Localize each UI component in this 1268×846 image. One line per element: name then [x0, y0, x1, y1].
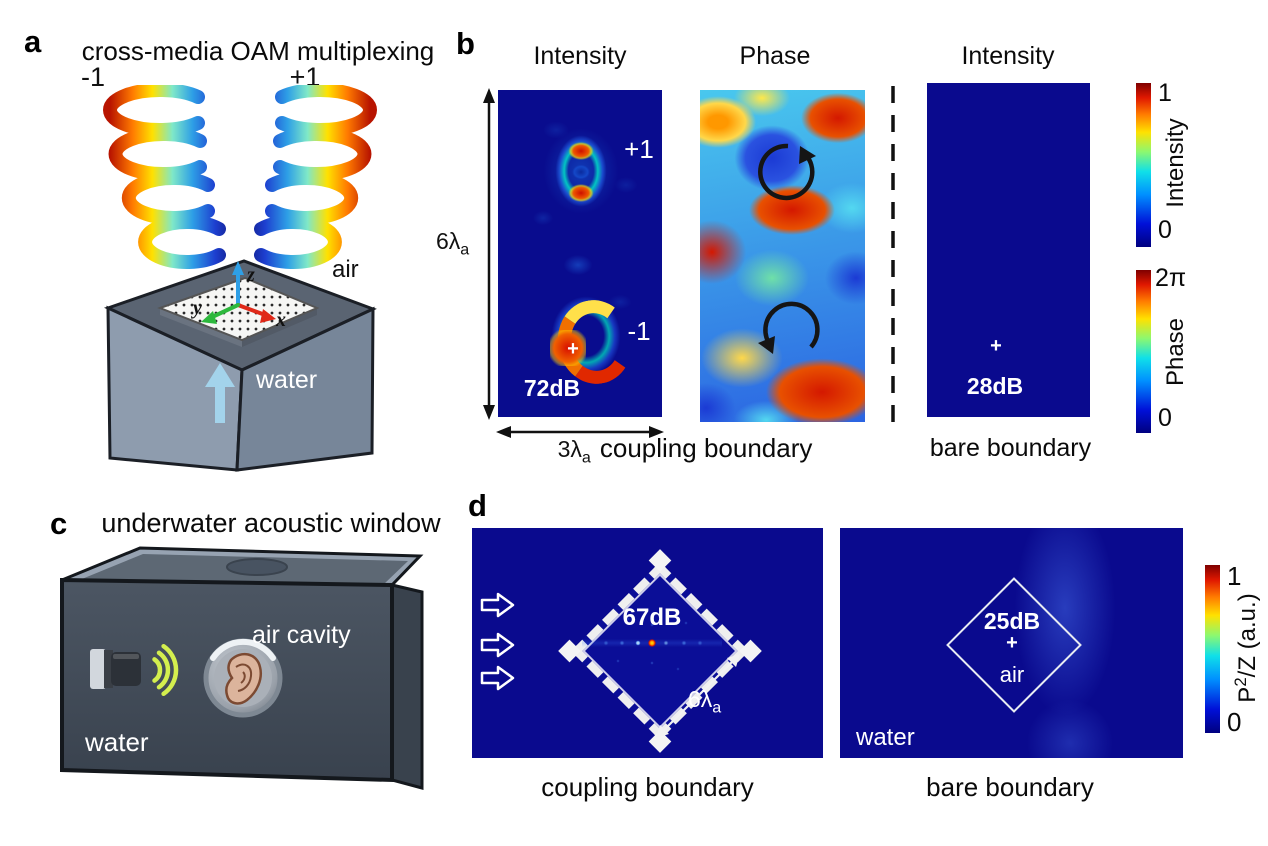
- colorbar-phase: [1136, 270, 1151, 433]
- water-label-d: water: [856, 724, 915, 751]
- caption-bare-boundary-d: bare boundary: [926, 772, 1094, 802]
- ear-window-graphic: [203, 638, 283, 718]
- transmitted-field-speckles: [582, 573, 722, 713]
- axis-y-label: y: [193, 297, 202, 319]
- colorbar-phase-min: 0: [1158, 404, 1172, 432]
- dim-width-sub: a: [581, 448, 591, 467]
- flow-arrow-icon: [480, 592, 515, 618]
- map-mode-plus1-label: +1: [624, 134, 654, 164]
- colorbar-pressure-label: P2/Z (a.u.): [1231, 563, 1261, 733]
- panel-c-label: c: [50, 506, 68, 541]
- colorbar-phase-label: Phase: [1162, 317, 1189, 387]
- cbar-label-sup: 2: [1231, 677, 1250, 687]
- measurement-marker-bare: +: [990, 335, 1002, 357]
- sound-wave-icon: [152, 643, 179, 697]
- metasurface-plate-edge2: [242, 308, 317, 347]
- dim-height-main: 6λ: [436, 228, 461, 254]
- header-intensity-coupling: Intensity: [533, 42, 627, 70]
- vortex-minus1-graphic: [534, 288, 639, 390]
- air-cavity-label: air cavity: [252, 621, 351, 649]
- dim-d-sub: a: [712, 698, 722, 717]
- vortex-plus1-graphic: [531, 115, 631, 227]
- field-map-bare: 25dB + air water: [840, 528, 1183, 758]
- measurement-marker-bare-d: +: [1006, 632, 1018, 654]
- colorbar-pressure-max: 1: [1227, 561, 1242, 591]
- oam-mode-minus1-label: -1: [80, 62, 105, 92]
- tank-c-side-face: [390, 583, 424, 790]
- panel-a-label: a: [24, 24, 42, 59]
- metasurface-plate-edge: [160, 308, 242, 347]
- dimension-height-label: 6λa: [436, 228, 469, 260]
- colorbar-intensity-label: Intensity: [1162, 118, 1189, 208]
- colorbar-phase-max: 2π: [1155, 264, 1187, 292]
- flow-arrow-icon: [480, 632, 515, 658]
- panel-d-label: d: [468, 488, 487, 523]
- db-value-coupling: 72dB: [523, 375, 581, 401]
- map-mode-minus1-label: -1: [627, 316, 651, 346]
- air-label-d: air: [999, 662, 1025, 687]
- phase-map-coupling: [700, 90, 865, 422]
- dashed-divider: [891, 86, 895, 430]
- field-map-coupling: 67dB 6λa: [472, 528, 823, 758]
- coordinate-axes: [201, 261, 276, 324]
- rotation-direction-arrows: [758, 143, 820, 354]
- rotation-arrow-clockwise-icon: [758, 143, 815, 201]
- colorbar-intensity-max: 1: [1158, 79, 1172, 107]
- transducer-graphic: [90, 649, 141, 689]
- dim-height-sub: a: [460, 240, 470, 259]
- flow-arrow-icon: [480, 665, 515, 691]
- colorbar-intensity: [1136, 83, 1151, 247]
- water-tank-3d-graphic: [103, 259, 377, 472]
- cbar-label-p: P: [1234, 686, 1261, 703]
- dimension-arrow-vertical: [483, 88, 495, 420]
- dim-d-main: 6λ: [688, 686, 713, 712]
- header-phase: Phase: [739, 42, 811, 70]
- incident-flow-arrows: [480, 592, 515, 691]
- colorbar-pressure: [1205, 565, 1220, 733]
- vortex-minus1-hotspot: [550, 330, 586, 366]
- panel-c-title: underwater acoustic window: [101, 508, 441, 538]
- dimension-width-label: 3λa: [558, 436, 591, 468]
- panel-c-water-label: water: [85, 727, 149, 757]
- cbar-label-rest: /Z (a.u.): [1234, 593, 1261, 678]
- colorbar-intensity-min: 0: [1158, 216, 1172, 244]
- oam-spirals-graphic: [103, 85, 377, 269]
- db-value-coupling-d: 67dB: [622, 604, 682, 631]
- db-value-bare: 28dB: [966, 373, 1024, 399]
- panel-b-label: b: [456, 26, 475, 61]
- oam-spiral-minus1: [103, 85, 226, 269]
- dimension-arrow-diagonal: [656, 654, 740, 738]
- diamond-corner: [648, 549, 672, 572]
- diamond-corner: [558, 639, 581, 663]
- db-value-bare-d: 25dB: [983, 608, 1041, 634]
- measurement-marker-coupling: +: [567, 338, 579, 360]
- panel-a-title: cross-media OAM multiplexing: [81, 36, 435, 66]
- metasurface-plate: [157, 276, 320, 342]
- axis-x-label: x: [276, 309, 286, 331]
- panel-a-water-label: water: [256, 366, 318, 394]
- caption-bare-boundary-b: bare boundary: [929, 434, 1092, 462]
- panel-a-air-label: air: [332, 256, 359, 283]
- intensity-map-coupling: +1 -1 + 72dB: [498, 90, 662, 417]
- header-intensity-bare: Intensity: [961, 42, 1055, 70]
- rotation-arrow-counterclockwise-icon: [763, 301, 820, 349]
- diamond-size-label: 6λa: [688, 686, 721, 718]
- axis-z-label: z: [247, 264, 255, 286]
- dim-width-main: 3λ: [557, 436, 582, 462]
- colorbar-pressure-min: 0: [1227, 707, 1242, 737]
- incident-wave-arrow-icon: [205, 363, 235, 423]
- underwater-tank-graphic: [60, 546, 424, 790]
- oam-spiral-plus1: [254, 85, 377, 269]
- caption-coupling-row: 3λa coupling boundary: [505, 433, 865, 468]
- dimension-arrow-horizontal: [496, 426, 664, 438]
- caption-coupling-boundary-b: coupling boundary: [599, 433, 813, 463]
- caption-coupling-boundary-d: coupling boundary: [541, 772, 754, 802]
- tank-side-face: [235, 306, 375, 472]
- tank-c-top-opening: [226, 558, 288, 576]
- intensity-map-bare: + 28dB: [927, 83, 1090, 417]
